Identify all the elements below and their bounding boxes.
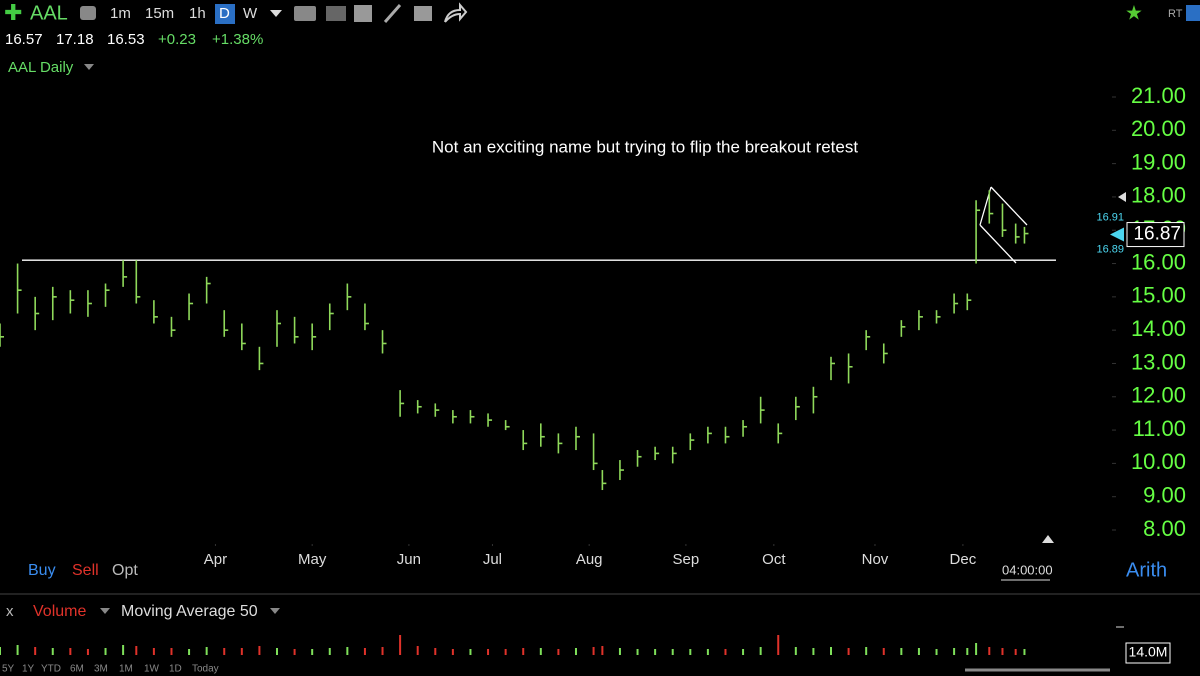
x-tick-label: Dec [950,551,977,568]
x-tick-label: Apr [204,551,227,568]
y-tick-label: 15.00 [1131,283,1186,308]
y-tick-label: 12.00 [1131,383,1186,408]
y-tick-label: 19.00 [1131,149,1186,174]
volume-tick-label: 14.0M [1129,644,1168,660]
y-tick-label: 21.00 [1131,83,1186,108]
interval[interactable]: 1m [110,5,131,22]
x-tick-label: May [298,551,327,568]
change: +0.23 [158,31,196,48]
price-box [1126,222,1185,248]
dropdown[interactable] [84,64,94,70]
range[interactable]: 3M [94,664,108,675]
icon[interactable] [383,4,402,23]
y-tick-label: 8.00 [1143,516,1186,541]
x-tick-label: Jun [397,551,421,568]
y-tick-label: 10.00 [1131,449,1186,474]
close-pane[interactable]: x [6,603,14,620]
x-tick-label: Aug [576,551,603,568]
range[interactable]: 1W [144,664,160,675]
high: 17.18 [56,31,94,48]
annotation: Not an exciting name but trying to flip … [432,137,858,156]
time: 04:00:00 [1002,562,1053,577]
y-tick-label: 20.00 [1131,116,1186,141]
icon[interactable] [354,5,372,22]
chart-title[interactable]: AAL Daily [8,59,74,76]
icon[interactable] [1186,5,1200,21]
change-pct: +1.38% [212,31,263,48]
y-tick-label: 11.00 [1133,416,1186,441]
y-tick-label: 18.00 [1131,183,1186,208]
icon[interactable] [294,6,316,21]
volume-label[interactable]: Volume [33,603,86,620]
y-tick-label: 14.00 [1131,316,1186,341]
x-tick-label: Sep [673,551,700,568]
star[interactable]: ★ [1125,2,1143,24]
interval[interactable]: 15m [145,5,174,22]
sell[interactable]: Sell [72,562,99,579]
symbol[interactable]: AAL [30,2,68,24]
scroll-arrow[interactable] [1042,535,1054,543]
range[interactable]: 1Y [22,664,35,675]
dropdown[interactable] [100,608,110,614]
x-tick-label: Jul [483,551,502,568]
share-icon[interactable] [444,2,468,23]
last-price: 16.87 [1133,224,1181,245]
open: 16.57 [5,31,43,48]
range[interactable]: Today [192,664,219,675]
icon[interactable] [414,6,432,21]
x-tick-label: Nov [862,551,889,568]
rt: RT [1168,8,1183,20]
bid: 16.91 [1096,211,1124,223]
dropdown[interactable] [270,10,282,17]
ask: 16.89 [1096,243,1124,255]
interval[interactable]: D [219,5,230,22]
range[interactable]: 1D [169,664,182,675]
range[interactable]: 1M [119,664,133,675]
low: 16.53 [107,31,145,48]
add-icon[interactable]: ✚ [4,0,22,25]
interval[interactable]: W [243,5,258,22]
range[interactable]: 5Y [2,664,15,675]
y-tick-label: 13.00 [1131,349,1186,374]
volume-label-box [1125,642,1171,664]
y-tick-label: 16.00 [1131,249,1186,274]
interval[interactable]: 1h [189,5,206,22]
buy[interactable]: Buy [28,562,56,579]
range[interactable]: 6M [70,664,84,675]
x-tick-label: Oct [762,551,786,568]
dropdown[interactable] [270,608,280,614]
y-tick-label: 9.00 [1143,483,1186,508]
icon[interactable] [80,6,96,20]
range[interactable]: YTD [41,664,61,675]
scale-mode[interactable]: Arith [1126,559,1167,581]
y-marker [1118,192,1126,202]
interval-selected [215,4,235,24]
ma-label[interactable]: Moving Average 50 [121,603,258,620]
price-marker [1110,227,1124,242]
opt[interactable]: Opt [112,562,138,579]
icon[interactable] [326,6,346,21]
